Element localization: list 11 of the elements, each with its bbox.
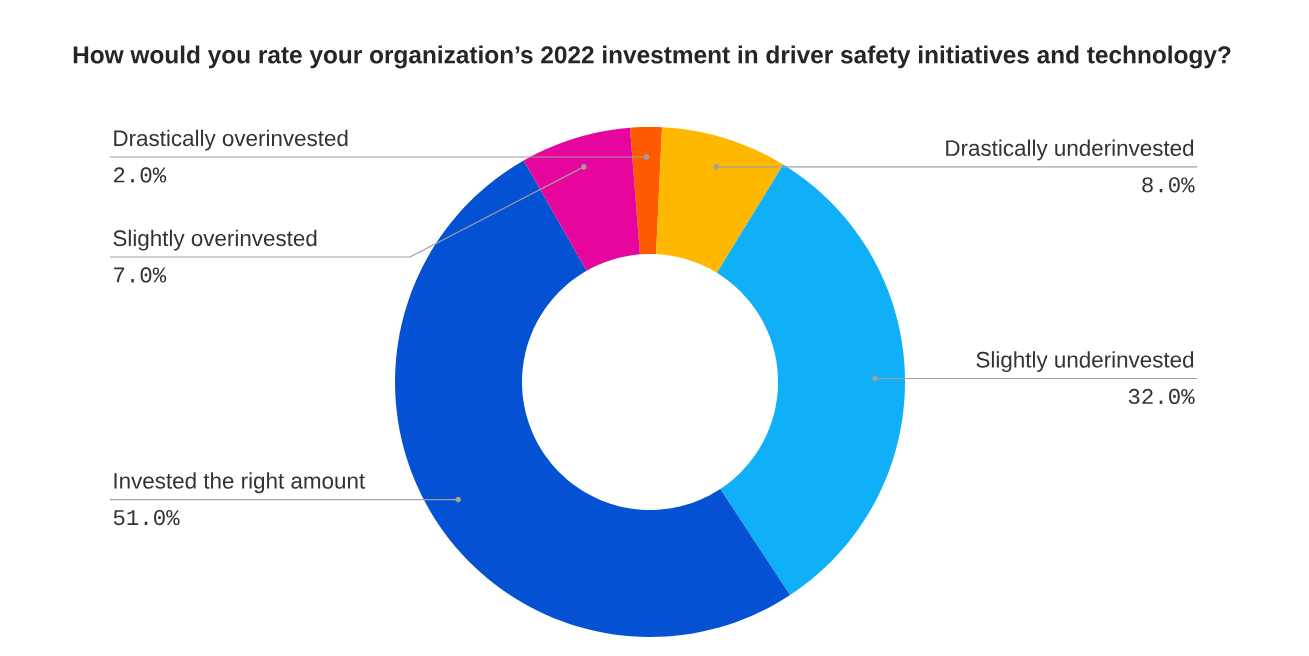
data-label: 7.0% xyxy=(114,267,167,283)
data-label: 8.0% xyxy=(1142,177,1195,193)
slice-label: Drastically underinvested xyxy=(946,139,1194,161)
chart-title: How would you rate your organization’s 2022 investment in driver safety initiatives and technology? xyxy=(73,45,1231,69)
slice-label: Slightly underinvested xyxy=(976,351,1194,373)
slice-label: Invested the right amount xyxy=(114,472,365,494)
data-label: 51.0% xyxy=(113,509,180,526)
data-label: 2.0% xyxy=(113,167,167,183)
data-label: 32.0% xyxy=(1128,388,1195,405)
slice-label: Slightly overinvested xyxy=(113,229,317,251)
slice-label: Drastically overinvested xyxy=(114,129,348,151)
